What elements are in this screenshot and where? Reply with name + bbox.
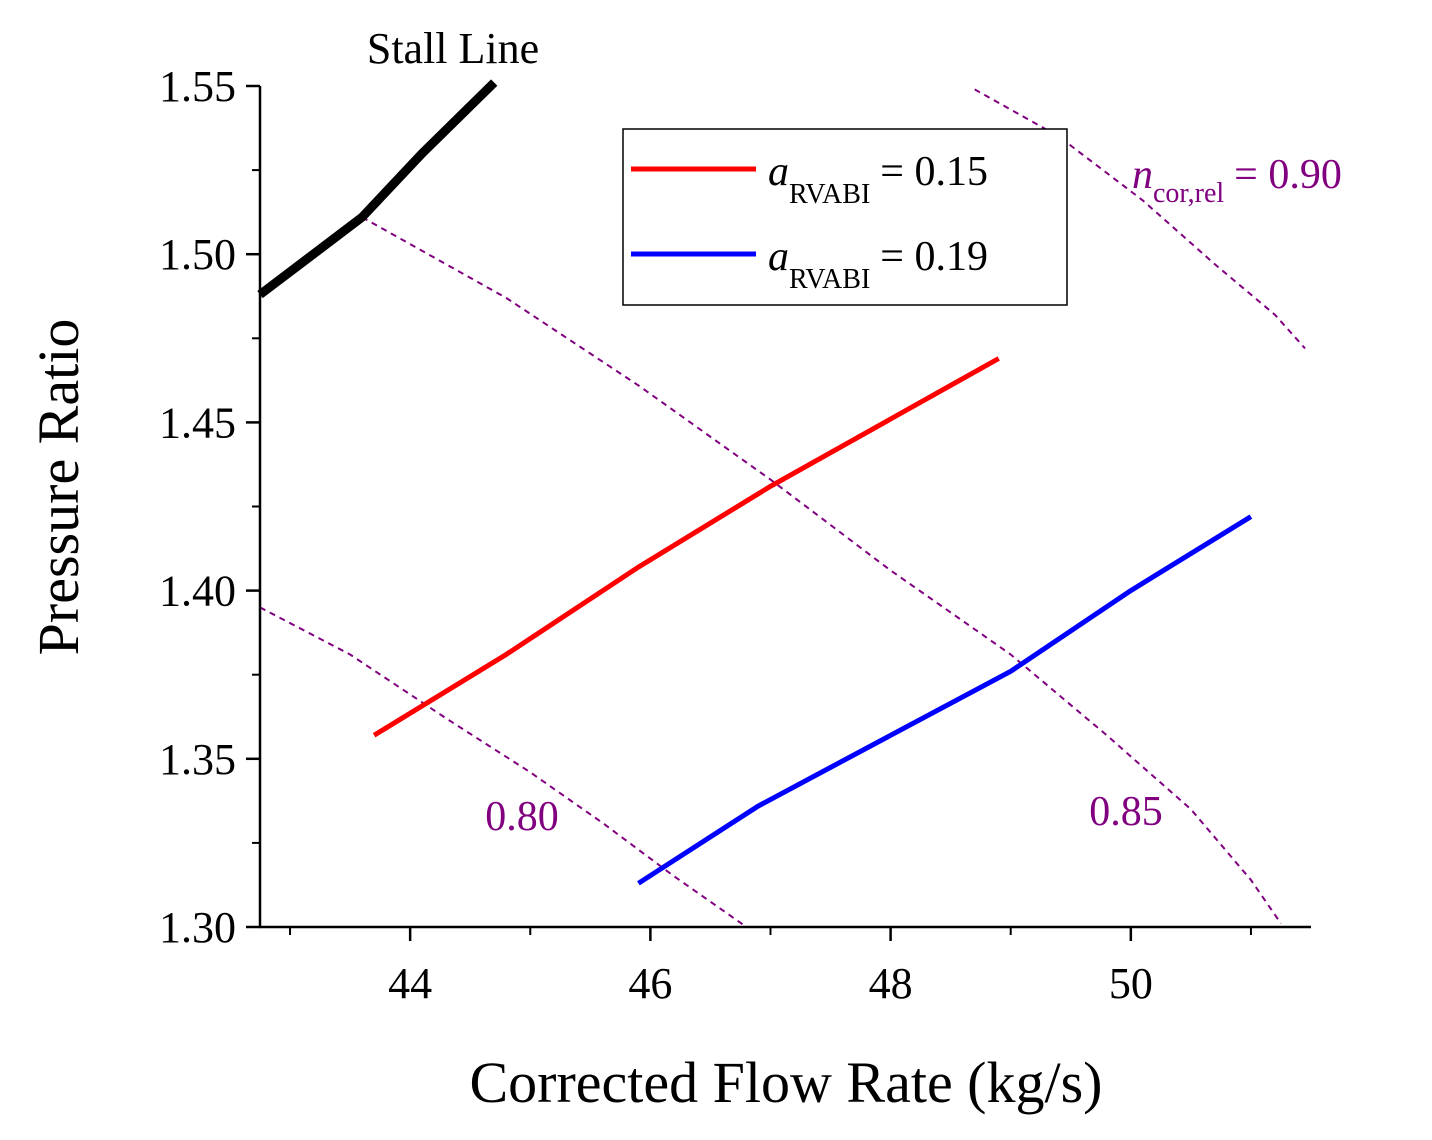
y-tick-label-1: 1.35 bbox=[159, 735, 236, 784]
x-tick-label-46: 46 bbox=[628, 959, 672, 1008]
legend-label-019-value: = 0.19 bbox=[880, 234, 988, 280]
y-tick-label-5: 1.55 bbox=[159, 62, 236, 111]
legend-label-019-subscript: RVABI bbox=[789, 264, 870, 295]
legend-label-015-symbol: a bbox=[768, 149, 789, 195]
speed-label-085: 0.85 bbox=[1089, 789, 1163, 835]
series-line-1 bbox=[637, 514, 1253, 886]
y-tick-label-2: 1.40 bbox=[159, 567, 236, 616]
speed-line-0 bbox=[259, 606, 748, 928]
stall-line bbox=[257, 79, 498, 299]
y-ticks: 1.30 1.35 1.40 1.45 1.50 1.55 bbox=[159, 62, 260, 952]
legend-label-019: aRVABI = 0.19 bbox=[768, 234, 988, 295]
legend-label-015-subscript: RVABI bbox=[789, 179, 870, 210]
speed-line-1 bbox=[361, 216, 1282, 925]
y-tick-label-4: 1.50 bbox=[159, 230, 236, 279]
speed-label-090-subscript: cor,rel bbox=[1153, 178, 1224, 209]
y-tick-label-3: 1.45 bbox=[159, 398, 236, 447]
legend-label-019-symbol: a bbox=[768, 234, 789, 280]
legend-box bbox=[622, 128, 1068, 306]
x-tick-label-50: 50 bbox=[1109, 959, 1153, 1008]
stall-line-label: Stall Line bbox=[367, 24, 539, 73]
series-line-0 bbox=[372, 356, 1000, 738]
speed-label-090-symbol: n bbox=[1132, 152, 1153, 198]
x-tick-label-48: 48 bbox=[869, 959, 913, 1008]
stall-line-group bbox=[257, 79, 498, 299]
speed-label-090: ncor,rel = 0.90 bbox=[1132, 152, 1342, 209]
x-axis-title: Corrected Flow Rate (kg/s) bbox=[469, 1050, 1102, 1115]
speed-label-090-value: = 0.90 bbox=[1234, 152, 1342, 198]
y-axis-title: Pressure Ratio bbox=[26, 319, 91, 656]
x-ticks: 44 46 48 50 bbox=[289, 927, 1252, 1008]
legend-label-015-value: = 0.15 bbox=[880, 149, 988, 195]
legend-label-015: aRVABI = 0.15 bbox=[768, 149, 988, 210]
series-group bbox=[372, 356, 1253, 886]
x-tick-label-44: 44 bbox=[388, 959, 432, 1008]
y-tick-label-0: 1.30 bbox=[159, 903, 236, 952]
speed-label-080: 0.80 bbox=[485, 794, 559, 840]
speed-labels: 0.80 0.85 ncor,rel = 0.90 bbox=[485, 152, 1342, 840]
legend: aRVABI = 0.15 aRVABI = 0.19 bbox=[622, 128, 1068, 306]
